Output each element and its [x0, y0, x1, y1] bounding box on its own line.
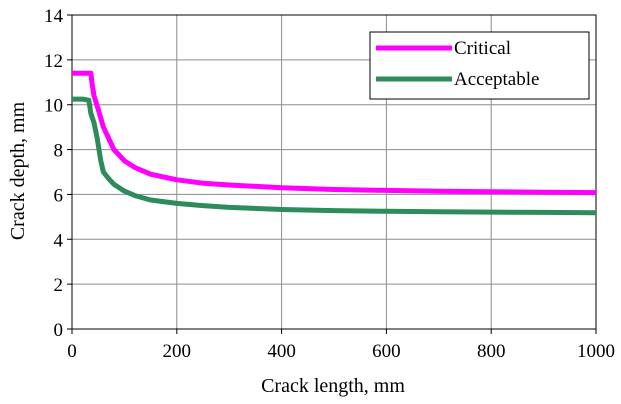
y-tick-label: 14: [44, 6, 64, 27]
y-axis-label: Crack depth, mm: [7, 101, 29, 240]
y-tick-label: 10: [44, 96, 63, 117]
legend-box: [369, 31, 590, 100]
x-tick-label: 600: [372, 341, 401, 362]
x-tick-label: 200: [163, 341, 192, 362]
legend-label-acceptable: Acceptable: [454, 69, 539, 90]
y-tick-label: 2: [54, 275, 64, 296]
legend-label-critical: Critical: [454, 38, 511, 59]
series-line-critical: [72, 70, 597, 196]
y-tick-label: 4: [54, 230, 64, 251]
plot-frame: [71, 14, 597, 330]
y-tick-label: 6: [54, 185, 64, 206]
legend: Critical Acceptable: [369, 31, 590, 100]
x-tick-label: 1000: [577, 341, 615, 362]
y-tick-label: 8: [54, 141, 64, 162]
x-axis-label: Crack length, mm: [261, 375, 405, 397]
x-tick-label: 800: [477, 341, 506, 362]
x-tick-label: 400: [267, 341, 296, 362]
y-tick-label: 0: [54, 320, 64, 341]
series-line-acceptable: [72, 96, 597, 216]
x-tick-label: 0: [67, 341, 77, 362]
x-axis-ticks: 0 200 400 600 800 1000: [67, 329, 615, 362]
series-layer: [72, 70, 597, 216]
y-tick-label: 12: [44, 51, 63, 72]
y-axis-ticks: 0 2 4 6 8 10 12 14: [44, 6, 72, 341]
